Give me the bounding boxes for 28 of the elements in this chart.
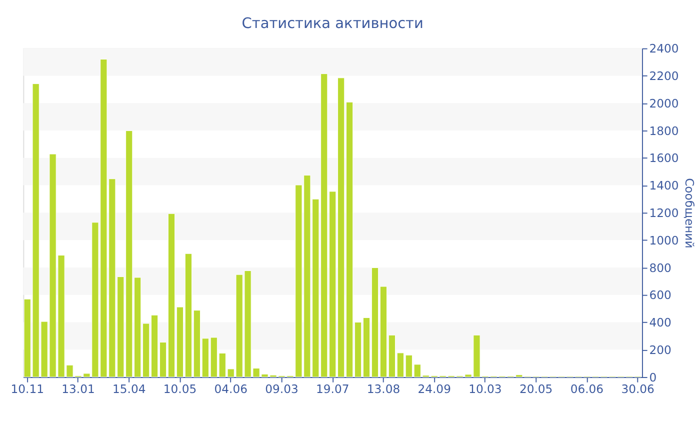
y-tick-label: 1200 <box>649 206 679 220</box>
y-tick-label: 2200 <box>649 69 679 84</box>
x-tick-label: 10.05 <box>163 382 197 396</box>
y-tick-label: 1000 <box>649 233 679 248</box>
y-tick-label: 1400 <box>649 178 679 193</box>
y-tick-label: 600 <box>649 288 672 302</box>
x-tick-label: 19.07 <box>316 382 350 396</box>
x-tick-label: 13.08 <box>366 382 400 396</box>
y-tick-label: 1600 <box>649 151 679 166</box>
x-tick-label: 24.09 <box>418 382 451 396</box>
x-tick-label: 20.05 <box>519 382 553 396</box>
x-tick-label: 15.04 <box>112 382 146 396</box>
x-tick-label: 10.03 <box>468 382 502 396</box>
y-tick-label: 0 <box>649 370 657 384</box>
y-axis-title: Сообщений <box>682 178 697 248</box>
x-tick-label: 13.01 <box>62 382 95 396</box>
x-tick-label: 06.06 <box>570 382 604 396</box>
y-tick-label: 400 <box>649 316 672 330</box>
y-tick-label: 2400 <box>649 42 679 56</box>
y-tick-label: 1800 <box>649 124 679 138</box>
x-tick-label: 04.06 <box>214 382 248 396</box>
x-tick-label: 09.03 <box>265 382 298 396</box>
x-tick-label: 30.06 <box>621 382 654 396</box>
chart-title: Статистика активности <box>242 16 424 32</box>
y-tick-label: 800 <box>649 260 672 275</box>
x-tick-label: 10.11 <box>10 382 44 396</box>
y-tick-label: 2000 <box>649 96 679 110</box>
y-tick-label: 200 <box>649 342 672 357</box>
